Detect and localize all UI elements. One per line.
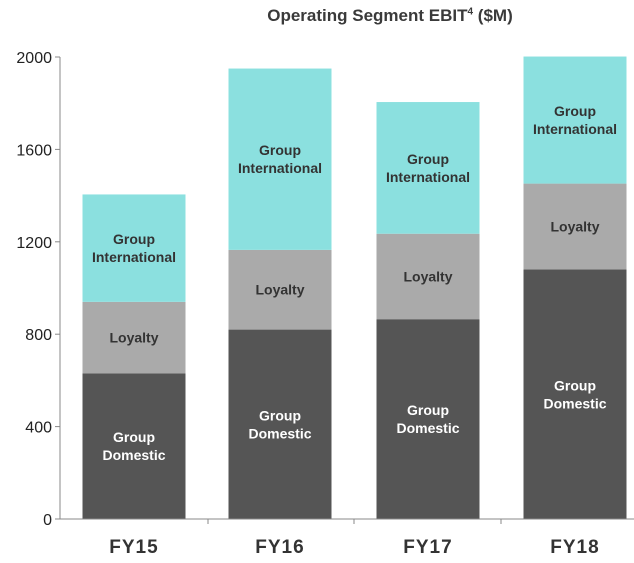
bar-segment <box>523 269 627 519</box>
y-tick-label: 2000 <box>16 50 52 67</box>
x-tick-label: FY16 <box>255 537 304 558</box>
bar-segment <box>228 249 332 330</box>
chart-title-unit: ($M) <box>477 6 513 25</box>
y-tick-label: 1200 <box>16 235 52 252</box>
segment-label: Group International <box>386 151 470 185</box>
bar-segment <box>82 194 186 302</box>
segment-label: Group Domestic <box>102 429 165 463</box>
y-tick-label: 400 <box>25 420 52 437</box>
bar-segment <box>523 56 627 184</box>
segment-label: Group Domestic <box>543 377 606 411</box>
bar-segment <box>376 233 480 320</box>
bar-segment <box>82 373 186 519</box>
segment-label: Group International <box>533 103 617 137</box>
segment-label: Group International <box>238 142 322 176</box>
chart-title-text: Operating Segment EBIT <box>267 6 468 25</box>
bar-segment <box>376 319 480 519</box>
bar-segment <box>228 329 332 519</box>
segment-label: Group Domestic <box>248 407 311 441</box>
segment-label: Loyalty <box>109 330 158 346</box>
segment-label: Loyalty <box>403 268 452 284</box>
y-tick-label: 800 <box>25 327 52 344</box>
chart-title-superscript: 4 <box>467 6 474 18</box>
y-tick-label: 0 <box>43 512 52 529</box>
x-tick-label: FY17 <box>403 537 452 558</box>
bar-segment <box>523 183 627 270</box>
segment-label: Group International <box>92 231 176 265</box>
bar-segment <box>376 102 480 234</box>
chart-title: Operating Segment EBIT4 ($M) <box>200 6 580 26</box>
x-tick-label: FY15 <box>109 537 158 558</box>
bar-segment <box>82 301 186 374</box>
segment-label: Group Domestic <box>396 402 459 436</box>
segment-label: Loyalty <box>255 282 304 298</box>
y-tick-label: 1600 <box>16 142 52 159</box>
segment-label: Loyalty <box>550 219 599 235</box>
bar-segment <box>228 68 332 250</box>
x-tick-label: FY18 <box>550 537 599 558</box>
